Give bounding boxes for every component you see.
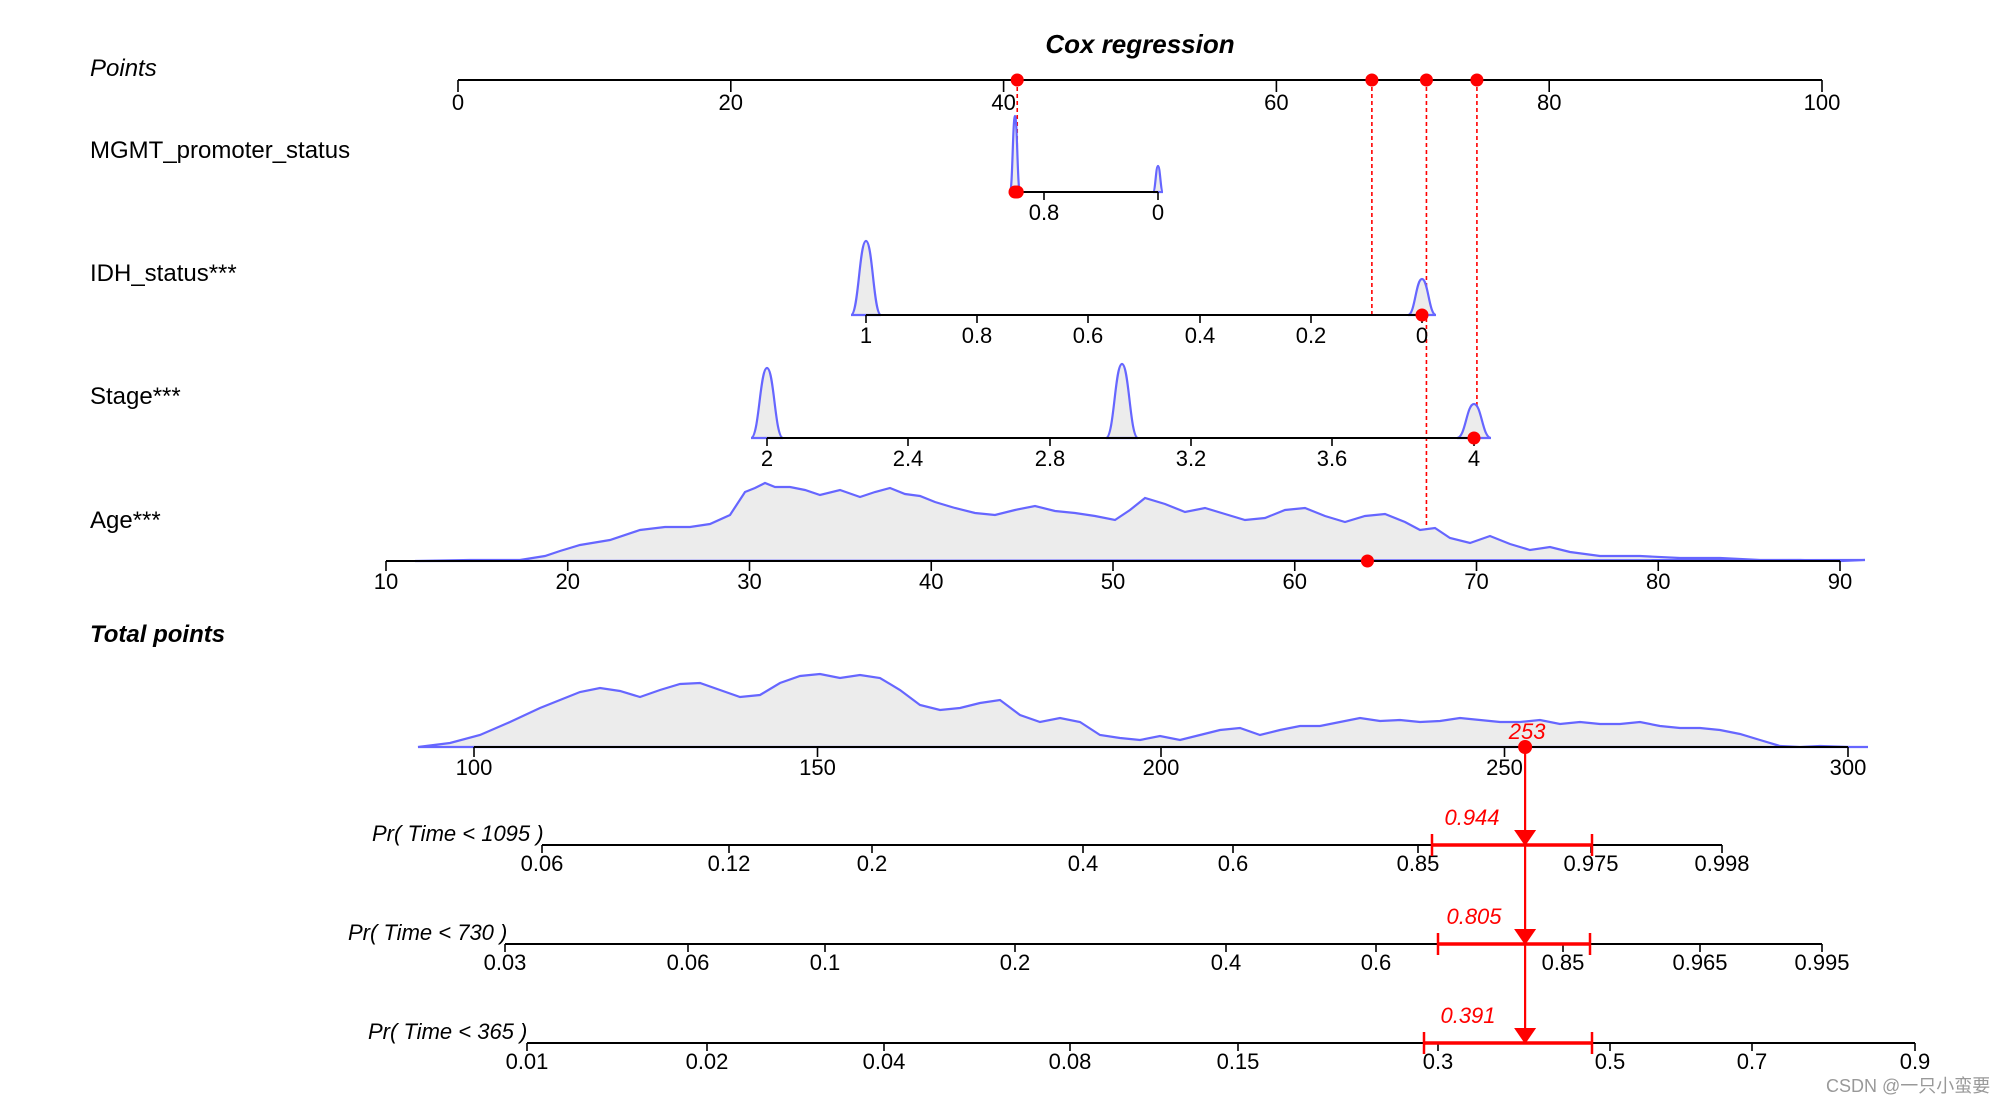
- variable-tick-label: 4: [1468, 446, 1480, 471]
- variable-tick-label: 0.8: [962, 323, 993, 348]
- variable-tick-label: 1: [860, 323, 872, 348]
- probability-tick-label: 0.4: [1068, 851, 1099, 876]
- probability-tick-label: 0.5: [1595, 1049, 1626, 1074]
- age-tick-label: 40: [919, 569, 943, 594]
- probability-tick-label: 0.2: [857, 851, 888, 876]
- total-tick-label: 300: [1830, 755, 1867, 780]
- density-bump: [1151, 164, 1165, 194]
- age-tick-label: 90: [1828, 569, 1852, 594]
- watermark: CSDN @一只小蛮要: [1826, 1076, 1990, 1096]
- probability-arrowhead: [1514, 830, 1537, 846]
- variable-label: IDH_status***: [90, 260, 237, 287]
- probability-arrowhead: [1514, 929, 1537, 945]
- variable-label: Stage***: [90, 383, 181, 410]
- variable-selected-dot: [1415, 308, 1429, 322]
- points-selected-dot: [1419, 73, 1433, 87]
- density-bump: [749, 366, 785, 440]
- probability-label: Pr( Time < 1095 ): [372, 821, 544, 846]
- age-density: [414, 481, 1866, 563]
- probability-estimate: 0.944: [1444, 805, 1499, 830]
- age-tick-label: 50: [1101, 569, 1125, 594]
- total-tick-label: 100: [456, 755, 493, 780]
- variable-tick-label: 3.2: [1176, 446, 1207, 471]
- probability-tick-label: 0.03: [484, 950, 527, 975]
- points-label: Points: [90, 55, 157, 82]
- total-points-label: Total points: [90, 621, 225, 648]
- age-tick-label: 80: [1646, 569, 1670, 594]
- probability-tick-label: 0.02: [686, 1049, 729, 1074]
- age-selected-dot: [1360, 554, 1374, 568]
- probability-label: Pr( Time < 365 ): [368, 1019, 527, 1044]
- density-bump: [1456, 402, 1492, 440]
- points-selected-dot: [1470, 73, 1484, 87]
- probability-estimate: 0.391: [1440, 1003, 1495, 1028]
- variable-tick-label: 0.4: [1185, 323, 1216, 348]
- chart-title: Cox regression: [1045, 29, 1234, 59]
- variable-tick-label: 0: [1152, 200, 1164, 225]
- points-tick-label: 100: [1804, 90, 1841, 115]
- mgmt-selected-dot: [1010, 185, 1024, 199]
- density-bump: [849, 239, 883, 317]
- probability-tick-label: 0.998: [1694, 851, 1749, 876]
- variable-tick-label: 0.8: [1029, 200, 1060, 225]
- density-bump: [1407, 277, 1437, 317]
- points-tick-label: 80: [1537, 90, 1561, 115]
- total-tick-label: 150: [799, 755, 836, 780]
- variable-tick-label: 0: [1416, 323, 1428, 348]
- probability-tick-label: 0.85: [1542, 950, 1585, 975]
- probability-tick-label: 0.3: [1423, 1049, 1454, 1074]
- points-selected-dot: [1365, 73, 1379, 87]
- density-bump: [1008, 114, 1022, 194]
- points-tick-label: 60: [1264, 90, 1288, 115]
- variable-tick-label: 2: [761, 446, 773, 471]
- probability-label: Pr( Time < 730 ): [348, 920, 507, 945]
- probability-tick-label: 0.01: [506, 1049, 549, 1074]
- variable-label: Age***: [90, 507, 161, 534]
- probability-tick-label: 0.2: [1000, 950, 1031, 975]
- probability-tick-label: 0.965: [1672, 950, 1727, 975]
- probability-tick-label: 0.12: [708, 851, 751, 876]
- probability-tick-label: 0.6: [1361, 950, 1392, 975]
- probability-tick-label: 0.9: [1900, 1049, 1931, 1074]
- probability-tick-label: 0.1: [810, 950, 841, 975]
- points-selected-dot: [1010, 73, 1024, 87]
- points-tick-label: 40: [991, 90, 1015, 115]
- probability-tick-label: 0.7: [1737, 1049, 1768, 1074]
- total-tick-label: 250: [1486, 755, 1523, 780]
- points-tick-label: 20: [719, 90, 743, 115]
- total-selected-value: 253: [1508, 719, 1546, 744]
- variable-tick-label: 3.6: [1317, 446, 1348, 471]
- age-tick-label: 10: [374, 569, 398, 594]
- age-tick-label: 20: [556, 569, 580, 594]
- probability-estimate: 0.805: [1446, 904, 1502, 929]
- variable-tick-label: 2.8: [1035, 446, 1066, 471]
- probability-tick-label: 0.15: [1217, 1049, 1260, 1074]
- points-tick-label: 0: [452, 90, 464, 115]
- density-bump: [1104, 362, 1140, 440]
- total-tick-label: 200: [1143, 755, 1180, 780]
- probability-arrowhead: [1514, 1028, 1537, 1044]
- probability-tick-label: 0.06: [521, 851, 564, 876]
- age-tick-label: 60: [1283, 569, 1307, 594]
- probability-tick-label: 0.08: [1049, 1049, 1092, 1074]
- age-tick-label: 30: [737, 569, 761, 594]
- variable-tick-label: 2.4: [893, 446, 924, 471]
- age-tick-label: 70: [1464, 569, 1488, 594]
- probability-tick-label: 0.6: [1218, 851, 1249, 876]
- variable-label: MGMT_promoter_status: [90, 137, 350, 164]
- variable-tick-label: 0.2: [1296, 323, 1327, 348]
- variable-selected-dot: [1467, 431, 1481, 445]
- variable-tick-label: 0.6: [1073, 323, 1104, 348]
- probability-tick-label: 0.4: [1211, 950, 1242, 975]
- probability-tick-label: 0.06: [667, 950, 710, 975]
- probability-tick-label: 0.995: [1794, 950, 1849, 975]
- probability-tick-label: 0.04: [863, 1049, 906, 1074]
- total-density: [417, 672, 1868, 749]
